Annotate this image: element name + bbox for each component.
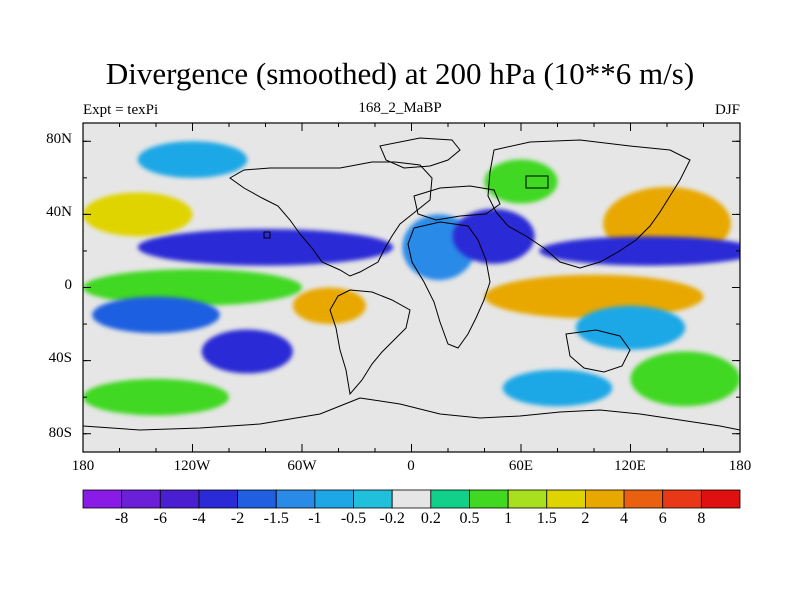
colorbar-label: 1.5 [536, 510, 557, 527]
colorbar-swatch [623, 489, 664, 509]
season-label: DJF [714, 102, 740, 118]
colorbar-label: 4 [620, 510, 629, 527]
lon-label-180e: 180 [728, 458, 752, 474]
field-anomaly-16 [484, 159, 558, 204]
colorbar-swatch [391, 489, 432, 509]
lat-label-40s: 40S [48, 350, 72, 366]
lat-label-0: 0 [64, 277, 73, 293]
colorbar-label: 0.2 [420, 510, 441, 527]
lon-label-60e: 60E [508, 458, 534, 474]
divergence-field [83, 141, 740, 416]
colorbar-swatch [507, 489, 548, 509]
lon-label-180w: 180 [71, 458, 95, 474]
field-anomaly-1 [83, 269, 302, 306]
coast-greenland [379, 137, 461, 169]
colorbar-label: -1 [308, 510, 322, 527]
field-anomaly-2 [137, 229, 394, 266]
colorbar-swatch [353, 489, 393, 509]
field-anomaly-15 [502, 369, 613, 407]
coast-europe [413, 185, 501, 221]
lon-label-0: 0 [407, 458, 415, 474]
coast-great-lakes [263, 231, 271, 239]
colorbar-label: 1 [504, 510, 513, 527]
colorbar-swatch [546, 489, 586, 509]
colorbar-label: 2 [581, 510, 590, 527]
colorbar-label: -0.2 [379, 510, 405, 527]
colorbar-swatch [237, 489, 277, 509]
colorbar-swatch [469, 489, 509, 509]
colorbar-label: 8 [697, 510, 706, 527]
colorbar-label: 6 [658, 510, 667, 527]
lat-label-80s: 80S [48, 425, 72, 441]
colorbar-label: -6 [153, 510, 167, 527]
coast-north-america [229, 161, 433, 277]
coast-africa [407, 221, 491, 349]
colorbar-swatch [198, 489, 238, 509]
field-anomaly-14 [575, 305, 686, 350]
coast-australia [565, 329, 631, 373]
colorbar-label: -1.5 [263, 510, 289, 527]
colorbar-label: 0.5 [459, 510, 480, 527]
field-anomaly-13 [630, 351, 740, 407]
colorbar-swatch [82, 489, 123, 509]
colorbar [82, 489, 741, 509]
coast-asia [487, 139, 691, 269]
colorbar-swatch [314, 489, 354, 509]
coast-south-america [329, 289, 411, 396]
colorbar-swatch [662, 489, 702, 509]
colorbar-swatch [159, 489, 200, 509]
coastlines [83, 137, 740, 431]
colorbar-swatch [585, 489, 625, 509]
colorbar-label: -0.5 [340, 510, 367, 527]
lon-label-60w: 60W [287, 458, 317, 474]
coast-antarctica [83, 397, 740, 431]
colorbar-swatch [430, 489, 470, 509]
field-anomaly-4 [92, 296, 220, 334]
run-label: 168_2_MaBP [358, 100, 442, 116]
lon-label-120e: 120E [614, 458, 646, 474]
colorbar-swatch [121, 489, 161, 509]
field-anomaly-10 [539, 236, 740, 266]
axis-ticks [82, 123, 741, 452]
colorbar-swatch [700, 489, 741, 509]
colorbar-label: -4 [192, 510, 206, 527]
field-anomaly-5 [292, 287, 366, 325]
field-anomaly-11 [201, 329, 293, 374]
field-anomaly-3 [83, 192, 193, 237]
colorbar-label: -8 [114, 510, 129, 527]
colorbar-swatch [275, 489, 316, 509]
field-anomaly-8 [452, 208, 535, 264]
lat-label-40n: 40N [46, 204, 72, 220]
lat-label-80n: 80N [46, 131, 72, 147]
lon-label-120w: 120W [173, 458, 211, 474]
coast-caspian-sea [525, 175, 549, 189]
experiment-label: Expt = texPi [83, 102, 159, 118]
field-anomaly-12 [83, 378, 229, 416]
colorbar-label: -2 [230, 510, 245, 527]
field-anomaly-17 [137, 141, 248, 178]
map-title: Divergence (smoothed) at 200 hPa (10**6 … [105, 56, 695, 91]
